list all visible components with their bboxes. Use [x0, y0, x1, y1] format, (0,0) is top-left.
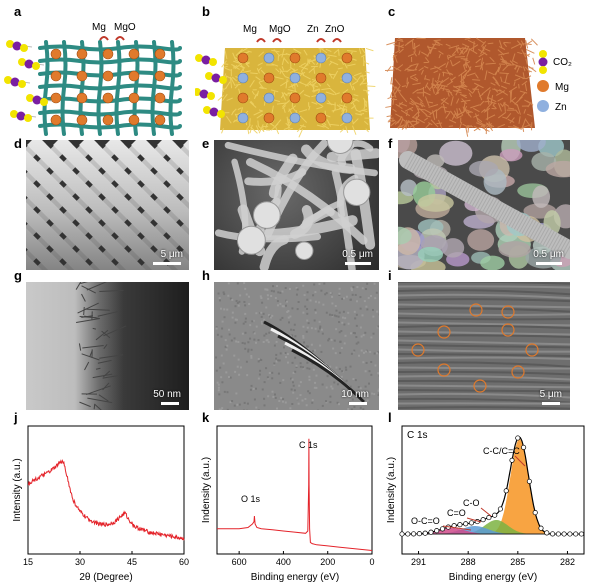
- xps-c1s-title: C 1s: [407, 430, 428, 441]
- anno-cc: C-C/C=C: [483, 446, 520, 456]
- legend-co2: CO₂: [553, 57, 572, 68]
- scale-label-g: 50 nm: [153, 389, 181, 400]
- scale-label-f: 0.5 μm: [533, 249, 564, 260]
- xps-c1s-plot: 291 288 285 282 C 1s C-C/C=C C-O C=O O-C=O …: [386, 425, 585, 583]
- label-zno-b: ZnO: [325, 24, 345, 35]
- scale-label-h: 10 nm: [341, 389, 369, 400]
- peak-label-c1s: C 1s: [299, 440, 318, 450]
- tick-label: 15: [23, 557, 33, 567]
- scale-label-e: 0.5 μm: [342, 249, 373, 260]
- scale-bar-e: [345, 262, 371, 265]
- mg-ball-icon: [537, 80, 549, 92]
- scale-label-i: 5 μm: [539, 389, 562, 400]
- xps-survey-ylabel: Indensity (a.u.): [201, 457, 212, 523]
- panel-label-i: i: [388, 268, 392, 283]
- tick-label: 291: [411, 557, 426, 567]
- label-mg-a: Mg: [92, 22, 106, 33]
- tick-label: 288: [461, 557, 476, 567]
- panel-label-e: e: [202, 136, 210, 151]
- scale-bar-h: [349, 402, 367, 405]
- scale-bar-i: [542, 402, 560, 405]
- tick-label: 285: [510, 557, 525, 567]
- legend-zn: Zn: [555, 102, 567, 113]
- co2-c-icon: [538, 57, 548, 67]
- tick-label: 45: [127, 557, 137, 567]
- xrd-plot: 15 30 45 60 Intensity (a.u.) 2θ (Degree): [12, 425, 189, 583]
- tick-label: 60: [179, 557, 189, 567]
- zn-ball-icon: [537, 100, 549, 112]
- label-mg-b: Mg: [243, 24, 257, 35]
- panel-label-c: c: [388, 4, 396, 19]
- tick-label: 0: [369, 557, 374, 567]
- tem-image-g: 50 nm: [26, 282, 189, 410]
- xps-c1s-ylabel: Indensity (a.u.): [386, 457, 397, 523]
- sem-image-e: 0.5 μm: [214, 140, 379, 270]
- tick-label: 600: [232, 557, 247, 567]
- anno-c-eq-o: C=O: [447, 508, 466, 518]
- panel-label-l: l: [388, 410, 392, 425]
- panel-label-a: a: [14, 4, 22, 19]
- scale-label-d: 5 μm: [160, 249, 183, 260]
- panel-label-b: b: [202, 4, 210, 19]
- scale-bar-d: [153, 262, 181, 265]
- xrd-xlabel: 2θ (Degree): [79, 572, 132, 583]
- schematic-mesh: Mg MgO: [4, 22, 182, 136]
- xps-survey-xlabel: Binding energy (eV): [251, 572, 339, 583]
- label-zn-b: Zn: [307, 24, 319, 35]
- panel-label-f: f: [388, 136, 393, 151]
- panel-label-j: j: [14, 410, 18, 425]
- tick-label: 30: [75, 557, 85, 567]
- co2-o-icon: [539, 50, 547, 58]
- anno-co: C-O: [463, 498, 480, 508]
- xps-c1s-xlabel: Binding energy (eV): [449, 572, 537, 583]
- panel-label-d: d: [14, 136, 22, 151]
- scale-bar-g: [161, 402, 179, 405]
- scale-bar-f: [536, 262, 562, 265]
- tem-image-h: 10 nm: [214, 282, 379, 410]
- sem-image-d: 5 μm: [26, 140, 189, 270]
- legend-mg: Mg: [555, 82, 569, 93]
- anno-oco: O-C=O: [411, 516, 440, 526]
- tem-image-i: 5 μm: [398, 282, 570, 410]
- schematic-coated-mesh: CO₂ Mg Zn: [385, 37, 572, 137]
- panel-label-k: k: [202, 410, 210, 425]
- xrd-ylabel: Intensity (a.u.): [12, 458, 23, 521]
- label-mgo-a: MgO: [114, 22, 136, 33]
- label-mgo-b: MgO: [269, 24, 291, 35]
- panel-label-h: h: [202, 268, 210, 283]
- tick-label: 400: [276, 557, 291, 567]
- schematic-fiber-mesh: Mg MgO Zn ZnO: [195, 24, 376, 138]
- sem-image-f: 0.5 μm: [398, 140, 570, 270]
- panel-label-g: g: [14, 268, 22, 283]
- peak-label-o1s: O 1s: [241, 494, 261, 504]
- tick-label: 200: [320, 557, 335, 567]
- xps-survey-plot: 600 400 200 0 C 1s O 1s Indensity (a.u.) Bi…: [201, 425, 375, 583]
- tick-label: 282: [560, 557, 575, 567]
